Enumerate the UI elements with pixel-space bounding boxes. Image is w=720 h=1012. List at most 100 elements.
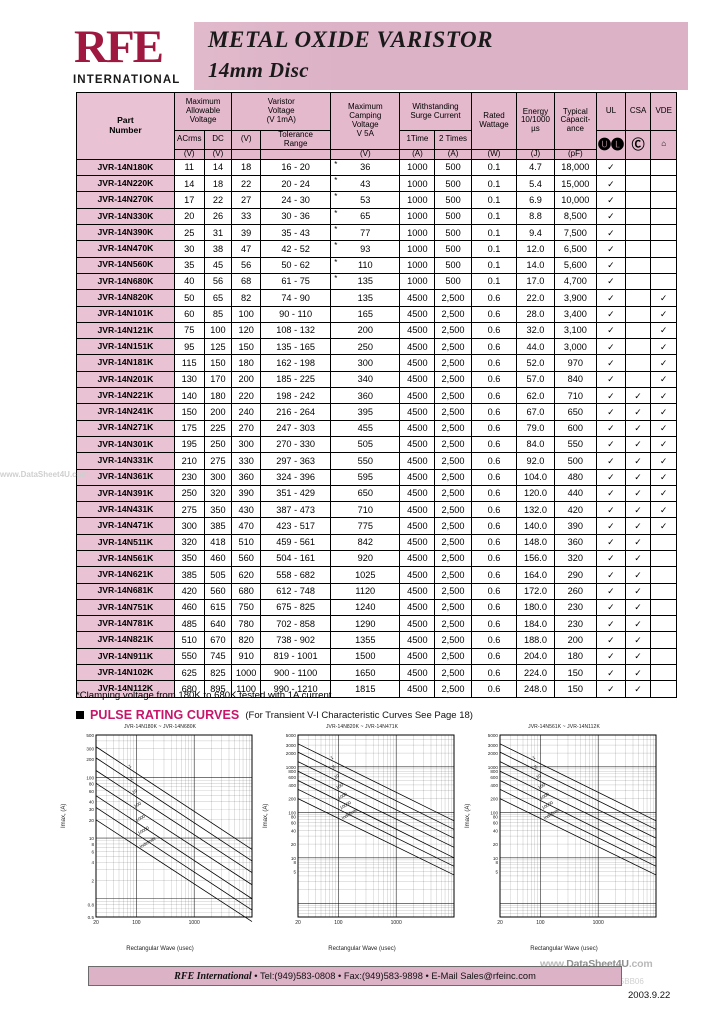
table-row[interactable]: JVR-14N361K 230 300 360 324 - 396 595 4500 2,50… bbox=[76, 468, 677, 486]
cell-typical-capacitance: 10,000 bbox=[553, 191, 598, 209]
cell-part-number[interactable]: JVR-14N470K bbox=[76, 240, 175, 258]
cell-part-number[interactable]: JVR-14N821K bbox=[76, 631, 175, 649]
cell-part-number[interactable]: JVR-14N560K bbox=[76, 256, 175, 274]
table-row[interactable]: JVR-14N821K 510 670 820 738 - 902 1355 4500 2,5… bbox=[76, 631, 677, 649]
cell-ac-voltage: 75 bbox=[173, 321, 205, 340]
table-row[interactable]: JVR-14N391K 250 320 390 351 - 429 650 4500 2,50… bbox=[76, 484, 677, 503]
table-row[interactable]: JVR-14N241K 150 200 240 216 - 264 395 4500 2,50… bbox=[76, 403, 677, 421]
clamping-voltage-value: 135 bbox=[357, 292, 373, 303]
cell-tolerance-range: 324 - 396 bbox=[260, 468, 332, 486]
header-row-1: Part Number Maximum Allowable Voltage Varis… bbox=[76, 92, 677, 160]
th-surge1-unit: (A) bbox=[399, 148, 436, 160]
table-row[interactable]: JVR-14N390K 25 31 39 35 - 43 * 77 1000 500 0.1 9.4… bbox=[76, 224, 677, 242]
cell-part-number[interactable]: JVR-14N681K bbox=[76, 582, 175, 600]
cell-part-number[interactable]: JVR-14N330K bbox=[76, 207, 175, 226]
table-row[interactable]: JVR-14N101K 60 85 100 90 - 110 165 4500 2,500 0.… bbox=[76, 305, 677, 323]
clamping-voltage-value: 250 bbox=[357, 341, 373, 352]
cell-part-number[interactable]: JVR-14N220K bbox=[76, 175, 175, 193]
cell-part-number[interactable]: JVR-14N301K bbox=[76, 435, 175, 454]
cell-part-number[interactable]: JVR-14N751K bbox=[76, 598, 175, 617]
table-row[interactable]: JVR-14N470K 30 38 47 42 - 52 * 93 1000 500 0.1 12.… bbox=[76, 240, 677, 258]
cell-part-number[interactable]: JVR-14N431K bbox=[76, 501, 175, 519]
cell-part-number[interactable]: JVR-14N511K bbox=[76, 533, 175, 551]
table-row[interactable]: JVR-14N471K 300 385 470 423 - 517 775 4500 2,50… bbox=[76, 517, 677, 535]
table-row[interactable]: JVR-14N681K 420 560 680 612 - 748 1120 4500 2,5… bbox=[76, 582, 677, 600]
cell-part-number[interactable]: JVR-14N102K bbox=[76, 664, 175, 682]
table-row[interactable]: JVR-14N270K 17 22 27 24 - 30 * 53 1000 500 0.1 6.9… bbox=[76, 191, 677, 209]
cell-rated-wattage: 0.6 bbox=[470, 549, 518, 568]
cell-surge-2-times: 2,500 bbox=[434, 484, 472, 503]
table-row[interactable]: JVR-14N431K 275 350 430 387 - 473 710 4500 2,50… bbox=[76, 501, 677, 519]
table-row[interactable]: JVR-14N330K 20 26 33 30 - 36 * 65 1000 500 0.1 8.8… bbox=[76, 207, 677, 226]
cell-part-number[interactable]: JVR-14N151K bbox=[76, 338, 175, 356]
cell-part-number[interactable]: JVR-14N221K bbox=[76, 387, 175, 405]
cell-csa-approval: ✓ bbox=[624, 468, 652, 486]
table-row[interactable]: JVR-14N680K 40 56 68 61 - 75 * 135 1000 500 0.1 17… bbox=[76, 272, 677, 291]
table-row[interactable]: JVR-14N751K 460 615 750 675 - 825 1240 4500 2,5… bbox=[76, 598, 677, 617]
table-row[interactable]: JVR-14N511K 320 418 510 459 - 561 842 4500 2,50… bbox=[76, 533, 677, 551]
table-row[interactable]: JVR-14N201K 130 170 200 185 - 225 340 4500 2,50… bbox=[76, 370, 677, 389]
cell-part-number[interactable]: JVR-14N241K bbox=[76, 403, 175, 421]
table-row[interactable]: JVR-14N331K 210 275 330 297 - 363 550 4500 2,50… bbox=[76, 452, 677, 470]
table-row[interactable]: JVR-14N781K 485 640 780 702 - 858 1290 4500 2,5… bbox=[76, 615, 677, 633]
table-row[interactable]: JVR-14N181K 115 150 180 162 - 198 300 4500 2,50… bbox=[76, 354, 677, 372]
cell-ul-approval: ✓ bbox=[596, 272, 626, 291]
cell-clamping-voltage: 1290 bbox=[330, 615, 401, 633]
table-row[interactable]: JVR-14N151K 95 125 150 135 - 165 250 4500 2,500… bbox=[76, 338, 677, 356]
svg-text:5: 5 bbox=[495, 870, 498, 875]
table-row[interactable]: JVR-14N102K 625 825 1000 900 - 1100 1650 4500 2… bbox=[76, 664, 677, 682]
cell-part-number[interactable]: JVR-14N561K bbox=[76, 549, 175, 568]
cell-typical-capacitance: 650 bbox=[553, 403, 598, 421]
cell-part-number[interactable]: JVR-14N781K bbox=[76, 615, 175, 633]
table-row[interactable]: JVR-14N112K 680 895 1100 990 - 1210 1815 4500 2… bbox=[76, 680, 677, 698]
cell-part-number[interactable]: JVR-14N271K bbox=[76, 419, 175, 437]
cell-part-number[interactable]: JVR-14N911K bbox=[76, 647, 175, 666]
cell-part-number[interactable]: JVR-14N112K bbox=[76, 680, 175, 698]
cell-csa-approval bbox=[624, 338, 652, 356]
svg-text:30: 30 bbox=[89, 807, 95, 812]
cell-varistor-voltage: 560 bbox=[231, 549, 262, 568]
cell-dc-voltage: 560 bbox=[203, 582, 233, 600]
table-row[interactable]: JVR-14N221K 140 180 220 198 - 242 360 4500 2,50… bbox=[76, 387, 677, 405]
table-row[interactable]: JVR-14N121K 75 100 120 108 - 132 200 4500 2,500… bbox=[76, 321, 677, 340]
table-row[interactable]: JVR-14N180K 11 14 18 16 - 20 * 36 1000 500 0.1 4.7… bbox=[76, 158, 677, 177]
cell-part-number[interactable]: JVR-14N361K bbox=[76, 468, 175, 486]
cell-tolerance-range: 738 - 902 bbox=[260, 631, 332, 649]
cell-vde-approval bbox=[650, 175, 677, 193]
cell-part-number[interactable]: JVR-14N101K bbox=[76, 305, 175, 323]
table-row[interactable]: JVR-14N301K 195 250 300 270 - 330 505 4500 2,50… bbox=[76, 435, 677, 454]
table-row[interactable]: JVR-14N560K 35 45 56 50 - 62 * 110 1000 500 0.1 14… bbox=[76, 256, 677, 274]
cell-surge-1-time: 4500 bbox=[399, 387, 436, 405]
table-row[interactable]: JVR-14N621K 385 505 620 558 - 682 1025 4500 2,5… bbox=[76, 566, 677, 584]
cell-part-number[interactable]: JVR-14N331K bbox=[76, 452, 175, 470]
cell-part-number[interactable]: JVR-14N471K bbox=[76, 517, 175, 535]
cell-part-number[interactable]: JVR-14N621K bbox=[76, 566, 175, 584]
table-row[interactable]: JVR-14N271K 175 225 270 247 - 303 455 4500 2,50… bbox=[76, 419, 677, 437]
table-row[interactable]: JVR-14N220K 14 18 22 20 - 24 * 43 1000 500 0.1 5.4… bbox=[76, 175, 677, 193]
table-row[interactable]: JVR-14N820K 50 65 82 74 - 90 135 4500 2,500 0.6 2… bbox=[76, 289, 677, 307]
cell-tolerance-range: 16 - 20 bbox=[260, 158, 332, 177]
th-one-time: 1Time bbox=[399, 130, 436, 150]
cell-surge-2-times: 500 bbox=[434, 191, 472, 209]
cell-part-number[interactable]: JVR-14N390K bbox=[76, 224, 175, 242]
cell-clamping-voltage: 1500 bbox=[330, 647, 401, 666]
cell-part-number[interactable]: JVR-14N180K bbox=[76, 158, 175, 177]
cell-csa-approval: ✓ bbox=[624, 598, 652, 617]
cell-rated-wattage: 0.6 bbox=[470, 387, 518, 405]
table-row[interactable]: JVR-14N911K 550 745 910 819 - 1001 1500 4500 2,… bbox=[76, 647, 677, 666]
clamping-voltage-value: 43 bbox=[360, 178, 371, 189]
cell-vde-approval: ✓ bbox=[650, 387, 677, 405]
company-logo: RFE INTERNATIONAL bbox=[72, 22, 194, 90]
table-row[interactable]: JVR-14N561K 350 460 560 504 - 161 920 4500 2,50… bbox=[76, 549, 677, 568]
cell-part-number[interactable]: JVR-14N680K bbox=[76, 272, 175, 291]
cell-part-number[interactable]: JVR-14N121K bbox=[76, 321, 175, 340]
cell-part-number[interactable]: JVR-14N181K bbox=[76, 354, 175, 372]
cell-part-number[interactable]: JVR-14N820K bbox=[76, 289, 175, 307]
cell-ul-approval: ✓ bbox=[596, 615, 626, 633]
cell-part-number[interactable]: JVR-14N391K bbox=[76, 484, 175, 503]
th-wattage-unit: (W) bbox=[470, 148, 518, 160]
cell-part-number[interactable]: JVR-14N270K bbox=[76, 191, 175, 209]
cell-csa-approval bbox=[624, 240, 652, 258]
cell-ul-approval: ✓ bbox=[596, 240, 626, 258]
cell-part-number[interactable]: JVR-14N201K bbox=[76, 370, 175, 389]
